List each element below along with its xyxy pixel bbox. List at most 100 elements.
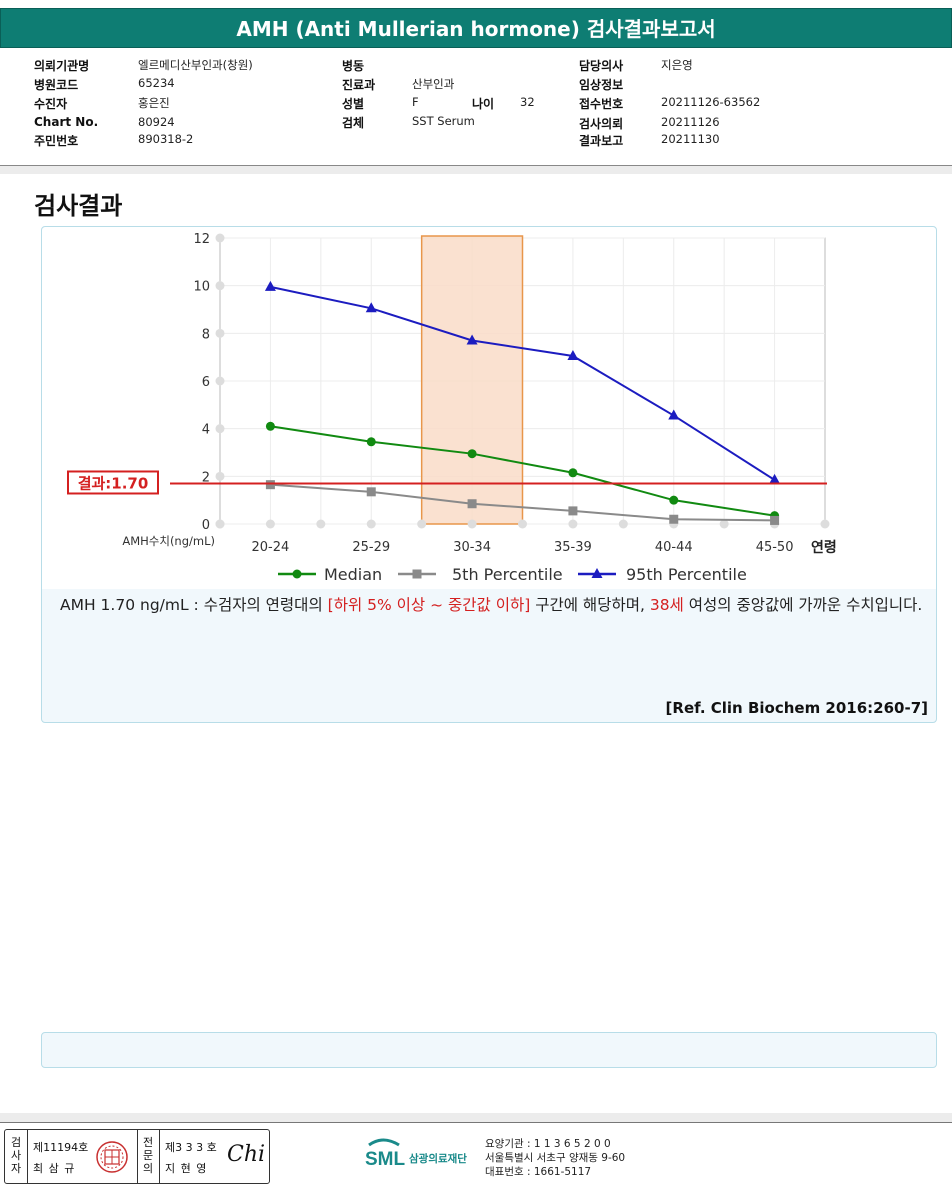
org-phone: 대표번호 : 1661-5117 — [485, 1166, 592, 1178]
tester-cell: 제11194호 최 삼 규 — [27, 1130, 138, 1183]
data-point-triangle — [264, 280, 276, 291]
specialist-signature: Chi — [227, 1142, 266, 1167]
interpretation-suffix: 여성의 중앙값에 가까운 수치입니다. — [683, 596, 923, 614]
y-axis-title: AMH수치(ng/mL) — [122, 534, 215, 548]
chart-no-label: Chart No. — [34, 115, 99, 129]
y-tick-label: 0 — [202, 518, 210, 533]
specialist-v-char: 문 — [142, 1149, 154, 1162]
y-axis-dot — [215, 281, 225, 291]
tester-name: 최 삼 규 — [33, 1162, 76, 1175]
x-axis-dot — [417, 519, 427, 529]
specialist-license-no: 제3 3 3 호 — [165, 1141, 217, 1154]
legend-label: 95th Percentile — [626, 565, 747, 584]
sml-logo-icon: SML 삼광의료재단 — [365, 1138, 467, 1170]
department-label: 진료과 — [342, 78, 376, 92]
legend-label: 5th Percentile — [452, 565, 563, 584]
signature-box: 검 사 자 제11194호 최 삼 규 전 문 의 제3 3 3 호 지 현 영… — [4, 1129, 270, 1184]
specimen-label: 검체 — [342, 116, 365, 130]
age-value: 32 — [520, 95, 535, 109]
section-title: 검사결과 — [34, 192, 123, 220]
remarks-box — [41, 1032, 937, 1068]
hospital-code-value: 65234 — [138, 76, 175, 90]
ward-label: 병동 — [342, 59, 365, 73]
report-date-value: 20211130 — [661, 132, 720, 146]
x-axis-dot — [467, 519, 477, 529]
highlight-band — [420, 235, 524, 525]
result-panel: 0 2 4 6 8 10 12 20-24 25-29 30-34 35-39 40-44 45-50 A… — [41, 226, 937, 723]
y-axis-dot — [215, 233, 225, 243]
tester-seal-icon — [96, 1141, 128, 1173]
specialist-name: 지 현 영 — [165, 1162, 208, 1175]
result-label: 결과:1.70 — [78, 474, 149, 492]
data-point-triangle — [466, 334, 478, 345]
series-line-95th-percentile — [270, 285, 776, 481]
info-divider — [0, 165, 952, 166]
institution-value: 엘르메디산부인과(창원) — [138, 58, 253, 72]
x-tick-label: 20-24 — [252, 540, 290, 555]
x-axis-dot — [215, 519, 225, 529]
data-point-circle — [467, 449, 477, 459]
result-label-box — [67, 470, 159, 495]
data-point-square — [669, 514, 679, 524]
x-tick-label: 35-39 — [554, 540, 592, 555]
x-tick-label: 45-50 — [756, 540, 794, 555]
x-axis-title: 연령 — [811, 540, 837, 556]
x-tick-label: 25-29 — [352, 540, 390, 555]
patient-value: 홍은진 — [138, 96, 170, 110]
reference-citation: [Ref. Clin Biochem 2016:260-7] — [665, 699, 928, 717]
footer-info: 요양기관 : 1 1 3 6 5 2 0 0 서울특별시 서초구 양재동 9-6… — [485, 1137, 625, 1179]
x-axis-dot — [366, 519, 376, 529]
doctor-label: 담당의사 — [579, 59, 624, 73]
specialist-v-char: 의 — [142, 1162, 154, 1175]
tester-vertical-label: 검 사 자 — [9, 1136, 23, 1175]
interpretation-text: AMH 1.70 ng/mL : 수검자의 연령대의 [하위 5% 이상 ~ 중… — [60, 593, 928, 617]
sml-logo: SML 삼광의료재단 — [365, 1137, 485, 1181]
legend-marker-circle — [292, 569, 302, 579]
resident-no-value: 890318-2 — [138, 132, 194, 146]
series-line-median — [270, 425, 775, 517]
y-tick-label: 12 — [193, 232, 210, 247]
clinical-info-label: 임상정보 — [579, 78, 624, 92]
data-point-square — [265, 480, 275, 490]
y-axis-dot — [215, 328, 225, 338]
org-address: 서울특별시 서초구 양재동 9-60 — [485, 1152, 626, 1164]
resident-no-label: 주민번호 — [34, 134, 79, 148]
data-point-triangle — [668, 409, 680, 420]
sex-value: F — [412, 95, 419, 109]
sex-label: 성별 — [342, 97, 365, 111]
request-date-label: 검사의뢰 — [579, 117, 624, 131]
data-point-square — [467, 499, 477, 509]
tester-license-no: 제11194호 — [33, 1141, 89, 1154]
receipt-no-label: 접수번호 — [579, 97, 624, 111]
data-point-circle — [265, 421, 275, 431]
report-date-label: 결과보고 — [579, 134, 624, 148]
x-axis-dot — [518, 519, 527, 529]
specialist-vertical-cell: 전 문 의 — [137, 1130, 160, 1183]
tester-v-char: 검 — [10, 1136, 22, 1149]
x-axis-dot — [618, 519, 628, 529]
data-point-triangle — [769, 473, 781, 484]
chart-no-value: 80924 — [138, 115, 175, 129]
hospital-code-label: 병원코드 — [34, 78, 79, 92]
y-axis-dot — [215, 424, 225, 434]
legend-marker-square — [412, 569, 422, 579]
top-rule — [0, 0, 952, 3]
gray-band — [0, 166, 952, 174]
specialist-v-char: 전 — [142, 1136, 154, 1149]
y-axis-dot — [215, 471, 225, 481]
x-axis-dot — [820, 519, 830, 529]
specialist-vertical-label: 전 문 의 — [141, 1136, 155, 1175]
legend-label: Median — [324, 565, 382, 584]
sml-logo-text: SML — [365, 1149, 406, 1170]
tester-v-char: 자 — [10, 1162, 22, 1175]
y-tick-label: 10 — [193, 280, 210, 295]
age-label: 나이 — [472, 97, 495, 111]
care-institution-no: 요양기관 : 1 1 3 6 5 2 0 0 — [485, 1138, 611, 1150]
data-point-square — [770, 515, 780, 525]
doctor-value: 지은영 — [661, 58, 693, 72]
institution-label: 의뢰기관명 — [34, 59, 90, 73]
patient-info: 의뢰기관명 엘르메디산부인과(창원) 병원코드 65234 수진자 홍은진 Ch… — [0, 53, 952, 165]
request-date-value: 20211126 — [661, 115, 720, 129]
report-title: AMH (Anti Mullerian hormone) 검사결과보고서 — [0, 8, 952, 48]
patient-label: 수진자 — [34, 97, 68, 111]
